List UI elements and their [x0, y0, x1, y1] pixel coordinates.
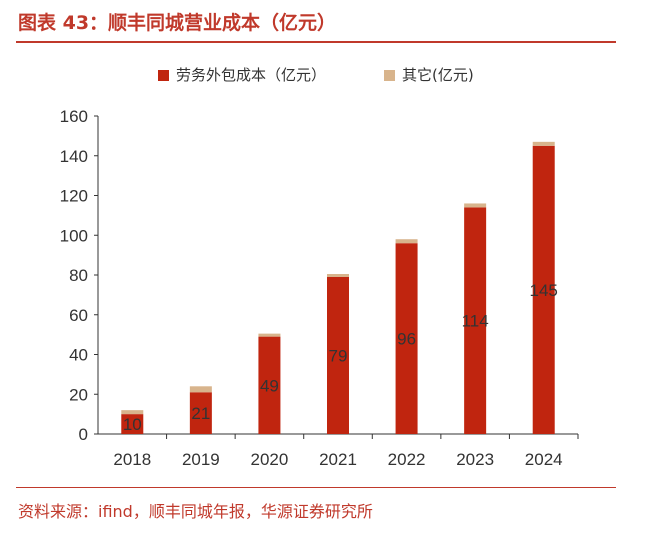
y-tick-label: 100 [60, 226, 88, 245]
bar-other-2021 [327, 274, 349, 277]
source-rule [16, 487, 616, 488]
bar-other-2019 [189, 386, 212, 393]
y-tick-label: 160 [60, 107, 88, 126]
bar-other-2023 [464, 203, 487, 208]
x-tick-label-2018: 2018 [113, 450, 151, 469]
y-tick-label: 140 [60, 147, 88, 166]
y-tick-label: 80 [69, 266, 88, 285]
legend-swatch-1 [158, 70, 169, 81]
x-tick-label-2021: 2021 [319, 450, 357, 469]
x-tick-label-2020: 2020 [251, 450, 289, 469]
bar-other-2024 [532, 141, 555, 146]
source-note: 资料来源：ifind，顺丰同城年报，华源证券研究所 [18, 502, 373, 521]
bar-outsourcing-2020 [258, 336, 281, 434]
chart-title: 图表 43：顺丰同城营业成本（亿元） [18, 12, 337, 34]
bar-outsourcing-2022 [395, 243, 418, 434]
y-tick-label: 120 [60, 187, 88, 206]
y-tick-label: 0 [79, 425, 88, 444]
legend-swatch-2 [384, 70, 395, 81]
y-tick-label: 20 [69, 385, 88, 404]
bar-outsourcing-2019 [189, 392, 212, 434]
title-rule [16, 41, 616, 43]
data-label-2024: 145 [530, 281, 558, 300]
bar-outsourcing-2021 [327, 276, 349, 434]
bar-outsourcing-2024 [532, 145, 555, 434]
legend-label-2: 其它(亿元) [402, 66, 474, 84]
bar-other-2020 [258, 333, 281, 337]
x-tick-label-2022: 2022 [388, 450, 426, 469]
data-label-2022: 96 [397, 330, 416, 349]
bar-other-2018 [121, 410, 144, 415]
x-tick-label-2024: 2024 [525, 450, 563, 469]
data-label-2020: 49 [260, 376, 279, 395]
x-tick-label-2023: 2023 [456, 450, 494, 469]
data-label-2018: 10 [123, 415, 142, 434]
bar-other-2022 [395, 239, 418, 244]
data-label-2019: 21 [191, 404, 210, 423]
legend-label-1: 劳务外包成本（亿元） [176, 66, 326, 84]
bar-outsourcing-2023 [464, 207, 487, 434]
y-tick-label: 60 [69, 306, 88, 325]
data-label-2023: 114 [462, 312, 489, 331]
data-label-2021: 79 [329, 346, 348, 365]
bar-outsourcing-2018 [121, 414, 144, 434]
y-tick-label: 40 [69, 346, 88, 365]
x-tick-label-2019: 2019 [182, 450, 220, 469]
